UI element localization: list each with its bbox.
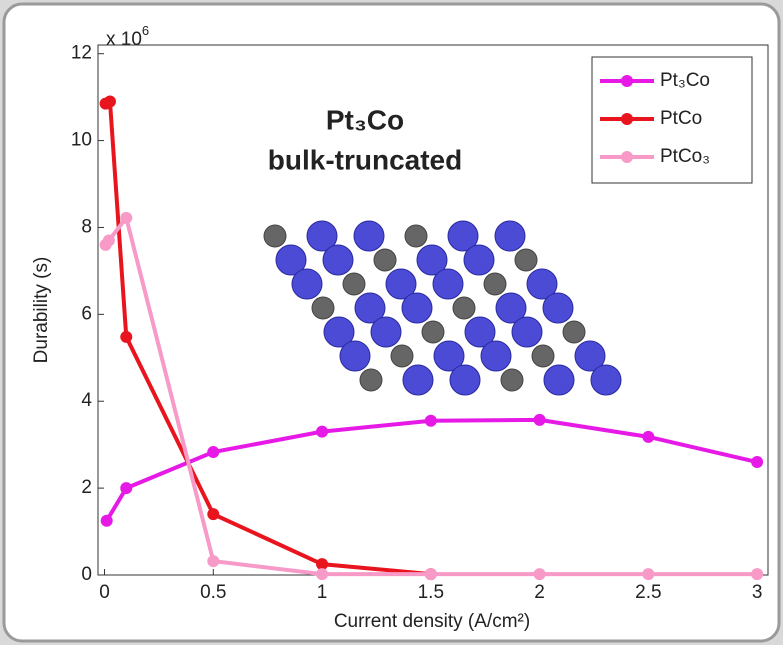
data-point bbox=[424, 414, 437, 427]
data-point bbox=[103, 95, 116, 108]
atom bbox=[353, 220, 385, 252]
x-axis-label: Current density (A/cm²) bbox=[334, 611, 530, 632]
atom bbox=[433, 340, 465, 372]
atom bbox=[543, 364, 575, 396]
atom bbox=[311, 296, 335, 320]
data-point bbox=[533, 413, 546, 426]
atom bbox=[291, 268, 323, 300]
atom bbox=[590, 364, 622, 396]
atom bbox=[531, 344, 555, 368]
data-point bbox=[751, 568, 764, 581]
y-tick-label: 8 bbox=[81, 216, 92, 237]
atom bbox=[447, 220, 479, 252]
data-point bbox=[120, 330, 133, 343]
atom bbox=[359, 368, 383, 392]
x-tick-label: 1 bbox=[317, 582, 328, 603]
atom bbox=[263, 224, 287, 248]
data-point bbox=[316, 568, 329, 581]
atom bbox=[275, 244, 307, 276]
legend-marker bbox=[621, 151, 633, 163]
atom bbox=[354, 292, 386, 324]
y-tick-label: 0 bbox=[81, 564, 92, 585]
series-line bbox=[104, 417, 758, 522]
atom bbox=[449, 364, 481, 396]
atom bbox=[342, 272, 366, 296]
data-point bbox=[316, 425, 329, 438]
data-point bbox=[751, 456, 764, 469]
atom bbox=[370, 316, 402, 348]
atom bbox=[483, 272, 507, 296]
atom bbox=[323, 316, 355, 348]
multiplier: x 10 bbox=[106, 29, 142, 50]
atom bbox=[494, 220, 526, 252]
y-axis-label: Durability (s) bbox=[31, 257, 52, 364]
atom bbox=[306, 220, 338, 252]
data-point bbox=[100, 514, 113, 527]
data-point bbox=[424, 568, 437, 581]
data-point bbox=[120, 482, 133, 495]
x-tick-label: 0.5 bbox=[200, 582, 226, 603]
legend-label: PtCo₃ bbox=[660, 146, 710, 167]
y-tick-label: 6 bbox=[81, 303, 92, 324]
x-tick-label: 2 bbox=[534, 582, 545, 603]
atom bbox=[339, 340, 371, 372]
atom bbox=[574, 340, 606, 372]
annotation: Pt₃Co bbox=[326, 104, 404, 135]
atom bbox=[500, 368, 524, 392]
data-point bbox=[642, 430, 655, 443]
atom bbox=[480, 340, 512, 372]
legend-marker bbox=[621, 113, 633, 125]
x-tick-label: 0 bbox=[99, 582, 110, 603]
legend-marker bbox=[621, 75, 633, 87]
data-point bbox=[316, 558, 329, 571]
x-tick-label: 3 bbox=[752, 582, 763, 603]
data-point bbox=[120, 211, 133, 224]
annotation: bulk-truncated bbox=[268, 144, 462, 175]
y-tick-label: 12 bbox=[71, 43, 92, 64]
legend-label: Pt₃Co bbox=[660, 70, 710, 91]
x-tick-label: 2.5 bbox=[635, 582, 661, 603]
atom bbox=[464, 316, 496, 348]
crystal-structure bbox=[263, 220, 622, 396]
atom bbox=[452, 296, 476, 320]
y-tick-label: 2 bbox=[81, 477, 92, 498]
data-point bbox=[207, 446, 220, 459]
data-point bbox=[207, 555, 220, 568]
data-point bbox=[642, 568, 655, 581]
multiplier-exponent: 6 bbox=[142, 23, 149, 38]
data-point bbox=[533, 568, 546, 581]
atom bbox=[401, 292, 433, 324]
atom bbox=[526, 268, 558, 300]
atom bbox=[542, 292, 574, 324]
atom bbox=[511, 316, 543, 348]
atom bbox=[402, 364, 434, 396]
atom bbox=[416, 244, 448, 276]
atom bbox=[404, 224, 428, 248]
legend-label: PtCo bbox=[660, 108, 702, 129]
atom bbox=[390, 344, 414, 368]
atom bbox=[421, 320, 445, 344]
x-tick-label: 1.5 bbox=[418, 582, 444, 603]
data-point bbox=[102, 234, 115, 247]
data-point bbox=[207, 508, 220, 521]
atom bbox=[432, 268, 464, 300]
atom bbox=[514, 248, 538, 272]
y-tick-label: 10 bbox=[71, 130, 92, 151]
atom bbox=[463, 244, 495, 276]
atom bbox=[495, 292, 527, 324]
atom bbox=[562, 320, 586, 344]
atom bbox=[322, 244, 354, 276]
atom bbox=[373, 248, 397, 272]
atom bbox=[385, 268, 417, 300]
y-tick-label: 4 bbox=[81, 390, 92, 411]
